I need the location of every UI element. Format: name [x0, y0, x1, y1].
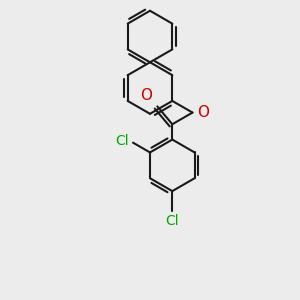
Text: Cl: Cl — [116, 134, 129, 148]
Text: Cl: Cl — [166, 214, 179, 228]
Text: O: O — [140, 88, 152, 103]
Text: O: O — [197, 105, 209, 120]
